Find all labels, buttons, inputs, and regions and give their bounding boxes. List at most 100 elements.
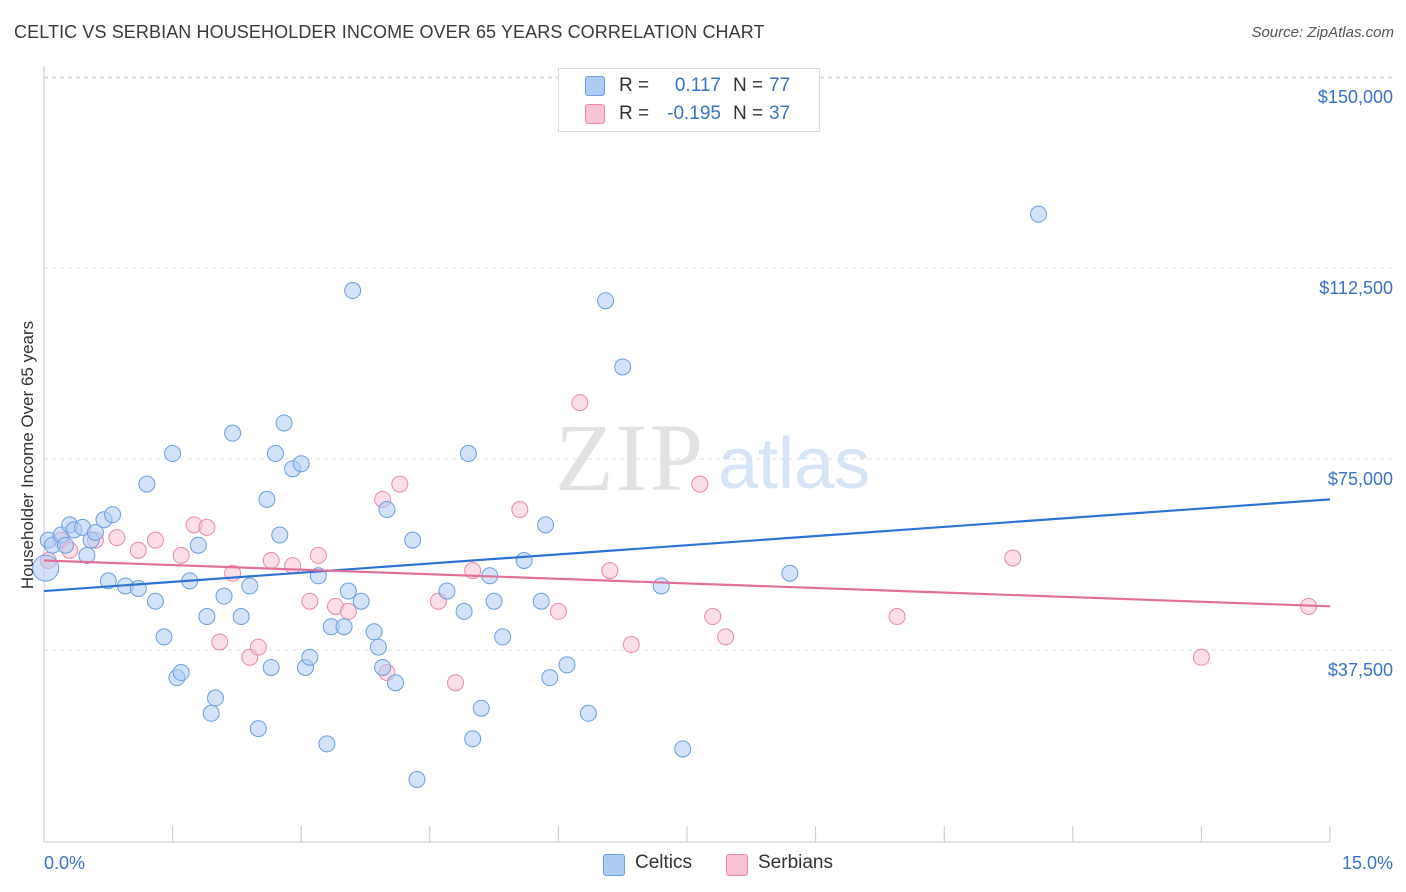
x-tick-label-max: 15.0% — [1342, 853, 1393, 873]
chart-title: CELTIC VS SERBIAN HOUSEHOLDER INCOME OVE… — [14, 22, 765, 42]
celtics-point-62 — [515, 551, 533, 569]
y-tick-label-0: $37,500 — [1328, 660, 1393, 680]
serbians-point-13 — [249, 638, 267, 656]
celtics-point-16 — [146, 592, 164, 610]
r-value: 0.117 — [674, 75, 721, 96]
serbians-point-34 — [888, 608, 906, 626]
n-label: N = — [733, 75, 764, 96]
celtics-point-43 — [335, 618, 353, 636]
y-tick-labels: $37,500 $75,000 $112,500 $150,000 — [1318, 87, 1393, 680]
celtics-point-22 — [189, 536, 207, 554]
serbians-point-28 — [571, 394, 589, 412]
x-tick-label-min: 0.0% — [44, 853, 85, 873]
celtics-point-60 — [485, 592, 503, 610]
celtics-point-11 — [99, 572, 117, 590]
celtics-point-66 — [558, 656, 576, 674]
serbians-point-6 — [146, 531, 164, 549]
celtics-trend-line — [43, 498, 1331, 593]
serbians-point-14 — [262, 551, 280, 569]
celtics-point-67 — [579, 704, 597, 722]
serbians-point-4 — [108, 529, 126, 547]
celtics-point-70 — [652, 577, 670, 595]
celtics-point-52 — [404, 531, 422, 549]
serbians-trend-line — [43, 559, 1331, 608]
celtics-point-57 — [464, 730, 482, 748]
celtics-point-30 — [249, 720, 267, 738]
y-tick-label-3: $150,000 — [1318, 87, 1393, 107]
celtics-point-54 — [438, 582, 456, 600]
celtics-point-25 — [206, 689, 224, 707]
serbians-point-7 — [172, 546, 190, 564]
celtics-point-20 — [172, 664, 190, 682]
watermark-atlas: atlas — [718, 424, 870, 504]
serbians-point-33 — [717, 628, 735, 646]
celtics-point-64 — [537, 516, 555, 534]
r-value: -0.195 — [667, 103, 721, 124]
celtics-point-63 — [532, 592, 550, 610]
celtics-point-17 — [155, 628, 173, 646]
serbians-point-15 — [284, 557, 302, 575]
celtics-point-56 — [459, 445, 477, 463]
serbians-point-32 — [704, 608, 722, 626]
celtics-point-51 — [387, 674, 405, 692]
celtics-point-55 — [455, 602, 473, 620]
celtics-point-35 — [275, 414, 293, 432]
celtics-point-18 — [164, 445, 182, 463]
n-value: 37 — [769, 103, 791, 124]
serbians-point-9 — [198, 518, 216, 536]
celtics-point-26 — [215, 587, 233, 605]
celtics-point-45 — [344, 282, 362, 300]
y-axis-label: Householder Income Over 65 years — [18, 320, 37, 590]
celtics-point-33 — [266, 445, 284, 463]
celtics-point-12 — [104, 506, 122, 524]
celtics-point-24 — [202, 704, 220, 722]
trend-lines — [43, 498, 1331, 608]
celtics-point-29 — [241, 577, 259, 595]
celtics-point-37 — [292, 455, 310, 473]
celtics-point-39 — [301, 648, 319, 666]
serbians-point-35 — [1004, 549, 1022, 567]
celtics-point-27 — [224, 424, 242, 442]
serbians-point-30 — [622, 636, 640, 654]
serbians-point-19 — [339, 602, 357, 620]
celtics-point-28 — [232, 608, 250, 626]
celtics-point-34 — [271, 526, 289, 544]
y-tick-label-2: $112,500 — [1319, 278, 1393, 298]
serbians-point-26 — [511, 501, 529, 519]
celtics-point-68 — [597, 292, 615, 310]
serbians-point-17 — [309, 546, 327, 564]
celtics-point-65 — [541, 669, 559, 687]
y-tick-label-1: $75,000 — [1328, 469, 1393, 489]
celtics-point-50 — [378, 501, 396, 519]
celtics-point-71 — [674, 740, 692, 758]
legend-serbians-swatch — [726, 854, 748, 876]
celtics-point-46 — [352, 592, 370, 610]
serbians-point-10 — [211, 633, 229, 651]
serbians-point-16 — [301, 592, 319, 610]
stats-row-serbians: R = -0.195 N = 37 — [559, 101, 819, 127]
celtics-point-31 — [258, 490, 276, 508]
r-label: R = — [619, 103, 650, 124]
legend-celtics-swatch — [603, 854, 625, 876]
celtics-point-49 — [374, 658, 392, 676]
celtics-swatch — [585, 76, 605, 96]
celtics-point-3 — [56, 536, 74, 554]
serbians-swatch — [585, 104, 605, 124]
stats-row-celtics: R = 0.117 N = 77 — [559, 73, 819, 99]
n-value: 77 — [769, 75, 791, 96]
celtics-point-53 — [408, 771, 426, 789]
serbians-point-5 — [129, 541, 147, 559]
celtics-point-61 — [494, 628, 512, 646]
serbians-point-31 — [691, 475, 709, 493]
celtics-point-72 — [781, 564, 799, 582]
celtics-point-32 — [262, 658, 280, 676]
n-label: N = — [733, 103, 764, 124]
serbians-point-22 — [391, 475, 409, 493]
celtics-point-15 — [138, 475, 156, 493]
legend-serbians-label: Serbians — [758, 852, 833, 873]
celtics-point-23 — [198, 608, 216, 626]
serbians-point-24 — [447, 674, 465, 692]
stats-legend: R = 0.117 N = 77 R = -0.195 N = 37 — [558, 68, 820, 132]
serbians-point-29 — [601, 562, 619, 580]
